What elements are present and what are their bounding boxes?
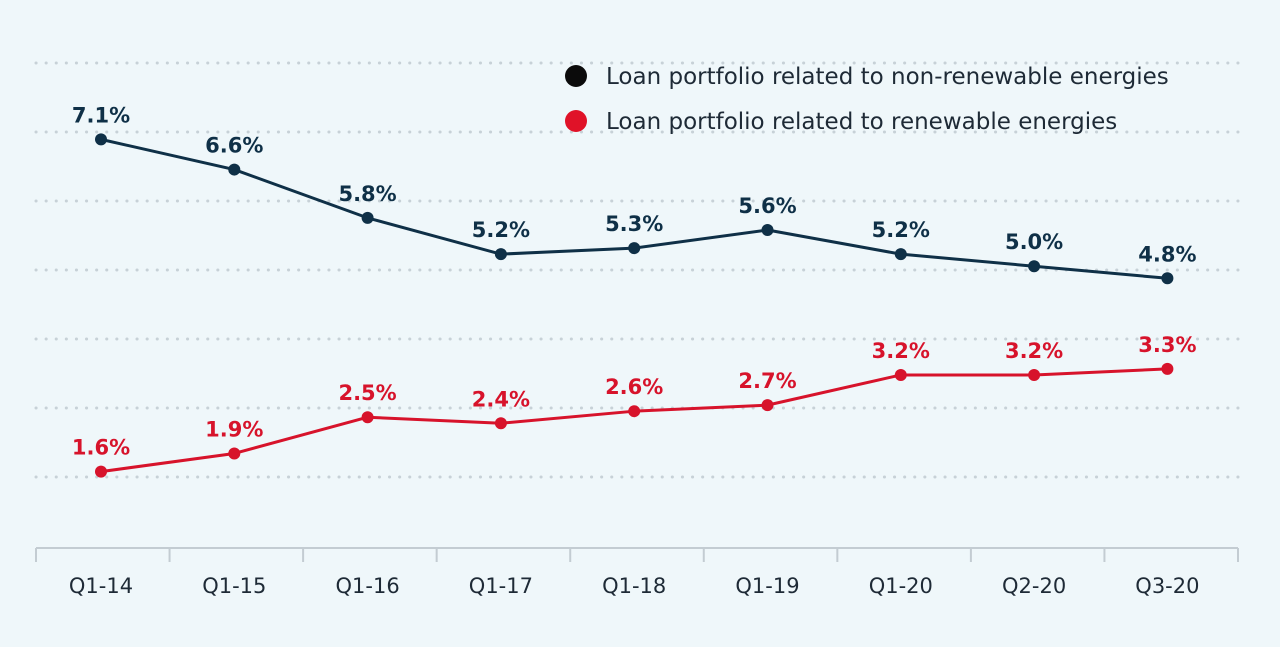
data-labels: 7.1% 6.6% 5.8% 5.2% 5.3% 5.6% 5.2% 5.0% 4.8% 1.6%… [72, 103, 1197, 459]
series-line-0 [99, 137, 1169, 280]
data-point [1161, 362, 1174, 375]
data-point [894, 248, 907, 261]
data-point [894, 368, 907, 381]
data-point [1028, 368, 1041, 381]
x-tick-label: Q1-15 [202, 574, 266, 598]
data-point [1161, 272, 1174, 285]
data-label: 5.8% [338, 182, 396, 206]
x-axis [35, 547, 1239, 562]
x-tick-label: Q1-16 [335, 574, 399, 598]
data-point [95, 133, 107, 146]
data-label: 3.2% [1005, 339, 1063, 363]
data-point [95, 465, 107, 478]
x-tick-label: Q1-17 [469, 574, 533, 598]
x-tick-label: Q1-14 [69, 574, 133, 598]
x-tick-label: Q1-19 [735, 574, 799, 598]
data-point [1028, 260, 1041, 273]
data-point [494, 248, 507, 261]
data-point [228, 163, 241, 176]
x-tick-labels: Q1-14 Q1-15 Q1-16 Q1-17 Q1-18 Q1-19 Q1-20 Q2-20… [69, 574, 1200, 598]
data-label: 5.2% [872, 218, 930, 242]
data-point [361, 411, 374, 424]
data-label: 2.5% [338, 381, 396, 405]
legend: Loan portfolio related to non-renewable … [565, 64, 1169, 135]
data-label: 5.2% [472, 218, 530, 242]
data-point [361, 211, 374, 224]
data-label: 1.6% [72, 436, 130, 460]
data-point [761, 223, 774, 236]
data-label: 2.4% [472, 387, 530, 411]
x-tick-label: Q3-20 [1135, 574, 1199, 598]
data-label: 1.9% [205, 417, 263, 441]
data-label: 3.2% [872, 339, 930, 363]
data-label: 6.6% [205, 134, 263, 158]
data-label: 5.3% [605, 212, 663, 236]
legend-label-renewable: Loan portfolio related to renewable ener… [606, 109, 1117, 135]
legend-label-non-renewable: Loan portfolio related to non-renewable … [606, 64, 1169, 90]
legend-dot-non-renewable [565, 65, 587, 87]
data-label: 5.6% [738, 194, 796, 218]
data-points [95, 133, 1174, 478]
x-tick-label: Q1-20 [869, 574, 933, 598]
data-label: 2.7% [738, 369, 796, 393]
data-point [761, 399, 774, 412]
x-tick-label: Q2-20 [1002, 574, 1066, 598]
x-tick-label: Q1-18 [602, 574, 666, 598]
data-label: 5.0% [1005, 230, 1063, 254]
data-point [628, 242, 641, 255]
data-point [228, 447, 241, 460]
legend-dot-renewable [565, 110, 587, 132]
data-label: 4.8% [1138, 242, 1196, 266]
data-label: 2.6% [605, 375, 663, 399]
data-label: 3.3% [1138, 333, 1196, 357]
data-label: 7.1% [72, 103, 130, 127]
data-point [494, 417, 507, 430]
data-point [628, 405, 641, 418]
